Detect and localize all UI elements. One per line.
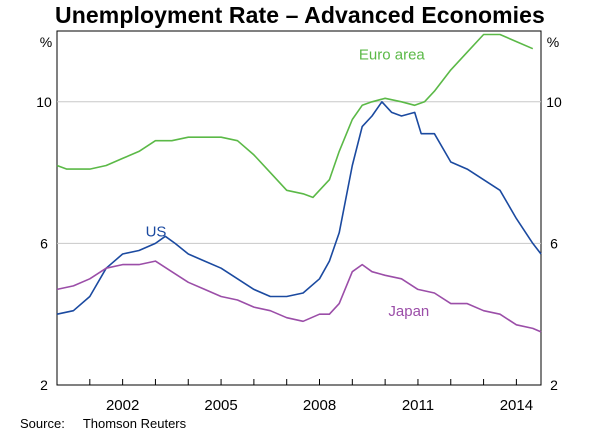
series-line-us — [56, 101, 542, 315]
x-tick-2011: 2011 — [402, 397, 434, 414]
series-labels: Euro area US Japan — [146, 46, 430, 320]
y-tick-right-6: 6 — [550, 235, 558, 251]
series-label-japan: Japan — [388, 303, 429, 320]
y-tick-right-10: 10 — [546, 94, 562, 110]
source-label: Source: — [20, 416, 65, 431]
y-axis-unit-right: % — [547, 34, 559, 50]
plot-frame — [56, 30, 542, 386]
chart-title: Unemployment Rate – Advanced Economies — [55, 2, 545, 28]
series-label-us: US — [146, 223, 167, 240]
y-axis-unit-left: % — [40, 34, 52, 50]
y-tick-left-6: 6 — [40, 235, 48, 251]
series-line-euro-area — [56, 33, 534, 199]
source-note: Source: Thomson Reuters — [20, 416, 204, 431]
y-tick-left-10: 10 — [36, 94, 52, 110]
grid — [57, 101, 541, 244]
source-text: Thomson Reuters — [82, 416, 187, 431]
y-tick-right-2: 2 — [550, 377, 558, 393]
x-tick-2002: 2002 — [106, 397, 139, 414]
x-tick-2014: 2014 — [500, 397, 533, 414]
y-tick-left-2: 2 — [40, 377, 48, 393]
x-tick-2005: 2005 — [204, 397, 237, 414]
series-line-japan — [56, 260, 542, 333]
series-lines — [56, 33, 542, 333]
x-tick-2008: 2008 — [303, 397, 336, 414]
series-label-euro-area: Euro area — [359, 46, 426, 63]
axis-ticks: 2 2 6 6 10 10 2002 2005 2008 2011 2014 — [36, 94, 562, 414]
